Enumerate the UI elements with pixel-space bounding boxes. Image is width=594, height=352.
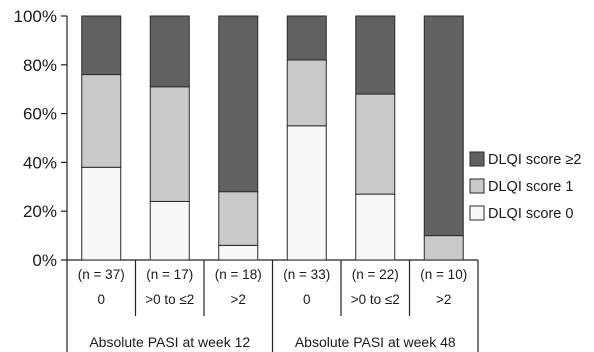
bar-segment-dlqi-score-0-4 (355, 193, 396, 261)
group-label: Absolute PASI at week 48 (295, 334, 456, 350)
bar-segment-dlqi-score-1-1 (149, 86, 190, 202)
category-pasi-label: >2 (231, 292, 246, 307)
legend-swatch (469, 205, 485, 221)
category-pasi-label: >0 to ≤2 (145, 292, 194, 307)
bar-segment-dlqi-score-1-0 (81, 74, 122, 168)
legend-label: DLQI score ≥2 (488, 152, 581, 168)
bar-segment-dlqi-score-2-5 (423, 15, 464, 237)
legend-label: DLQI score 0 (488, 206, 573, 222)
y-tick-label: 80% (23, 56, 57, 75)
chart-bars (81, 15, 464, 261)
y-tick-label: 0% (32, 251, 57, 270)
category-pasi-label: 0 (303, 292, 311, 307)
category-n-label: (n = 33) (283, 267, 330, 282)
y-tick-label: 100% (14, 7, 57, 26)
bar-segment-dlqi-score-1-2 (218, 191, 259, 246)
legend-label: DLQI score 1 (488, 179, 573, 195)
y-tick-label: 20% (23, 202, 57, 221)
legend-swatch (469, 178, 485, 194)
bar-segment-dlqi-score-1-4 (355, 93, 396, 195)
category-n-label: (n = 18) (215, 267, 262, 282)
x-axis-labels: (n = 37) 0 (n = 17) >0 to ≤2 (n = 18) >2 (n = … (78, 267, 467, 350)
bar-segment-dlqi-score-0-1 (149, 200, 190, 261)
chart-axes: 0% 20% 40% 60% 80% 100% (14, 7, 479, 352)
bar-segment-dlqi-score-0-3 (286, 125, 327, 261)
y-tick-label: 40% (23, 153, 57, 172)
bar-segment-dlqi-score-2-3 (286, 15, 327, 61)
group-label: Absolute PASI at week 12 (89, 334, 250, 350)
chart-legend: DLQI score ≥2 DLQI score 1 DLQI score 0 (469, 151, 581, 222)
bar-segment-dlqi-score-0-0 (81, 166, 122, 261)
bar-segment-dlqi-score-0-2 (218, 244, 259, 261)
bar-segment-dlqi-score-2-0 (81, 15, 122, 76)
category-pasi-label: >0 to ≤2 (351, 292, 400, 307)
legend-swatch (469, 151, 485, 167)
bar-segment-dlqi-score-2-4 (355, 15, 396, 95)
category-pasi-label: >2 (436, 292, 451, 307)
category-n-label: (n = 17) (146, 267, 193, 282)
bar-segment-dlqi-score-1-3 (286, 59, 327, 127)
bar-segment-dlqi-score-2-2 (218, 15, 259, 193)
y-tick-label: 60% (23, 105, 57, 124)
category-n-label: (n = 22) (352, 267, 399, 282)
bar-segment-dlqi-score-2-1 (149, 15, 190, 88)
bar-segment-dlqi-score-1-5 (423, 235, 464, 261)
category-n-label: (n = 10) (420, 267, 467, 282)
category-pasi-label: 0 (97, 292, 105, 307)
category-n-label: (n = 37) (78, 267, 125, 282)
